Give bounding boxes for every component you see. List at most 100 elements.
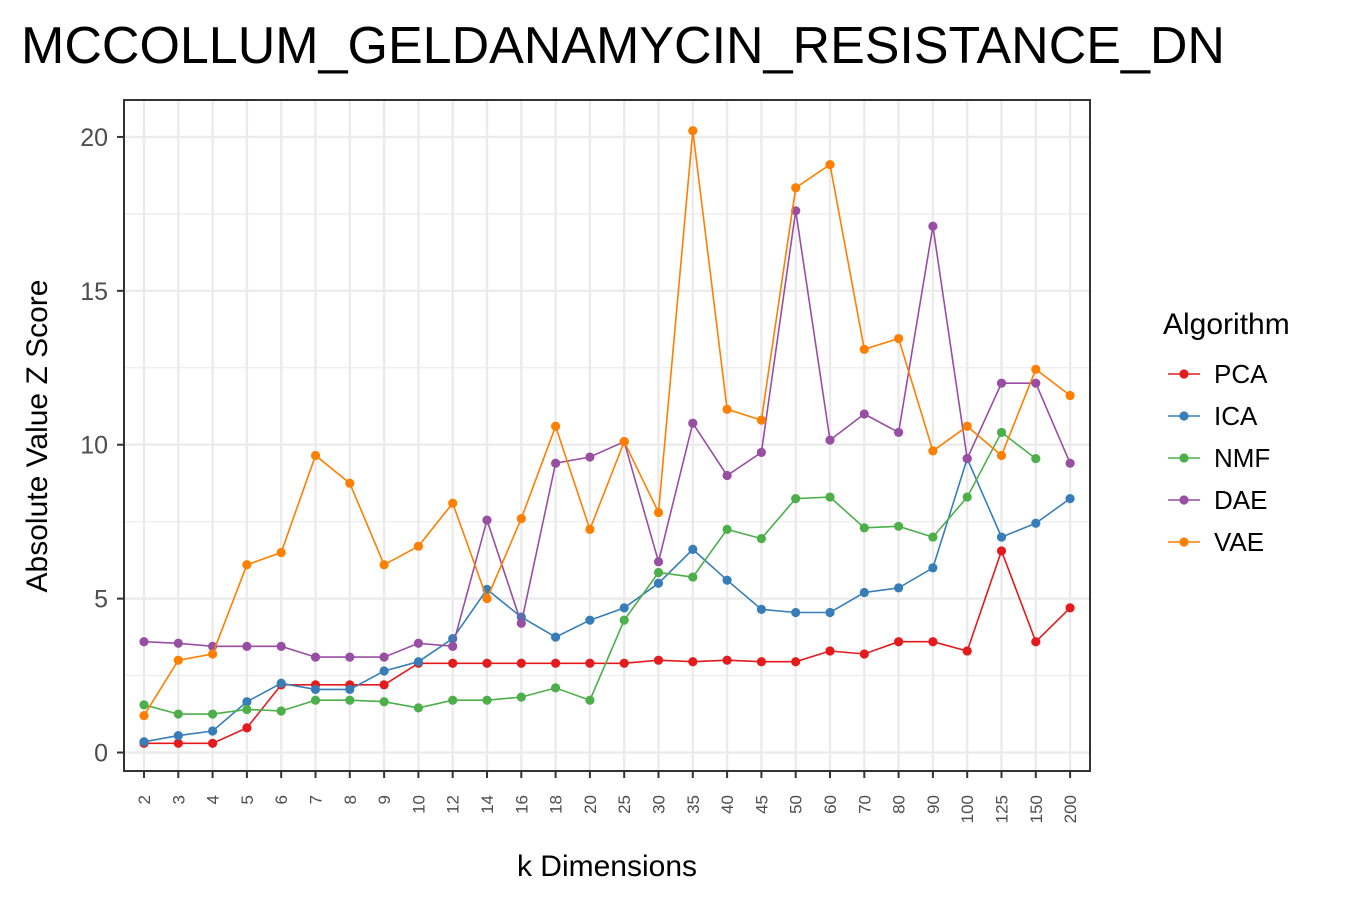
data-point-ica (653, 578, 664, 588)
legend-item-nmf: NMF (1168, 443, 1270, 473)
data-point-dae (448, 641, 458, 651)
data-point-dae (345, 652, 355, 662)
x-tick-label: 125 (993, 795, 1012, 823)
data-point-vae (345, 478, 355, 488)
data-point-dae (962, 453, 972, 464)
data-point-nmf (379, 697, 389, 707)
data-point-ica (276, 678, 286, 688)
data-point-dae (1031, 378, 1041, 388)
x-tick-label: 18 (547, 795, 566, 814)
legend-label: VAE (1214, 527, 1264, 557)
data-point-nmf (139, 700, 149, 710)
data-point-pca (1031, 637, 1041, 647)
data-point-nmf (791, 493, 801, 504)
x-tick-label: 12 (444, 795, 463, 814)
data-point-ica (619, 603, 629, 613)
data-point-ica (413, 657, 423, 667)
legend-label: DAE (1214, 485, 1267, 515)
data-point-nmf (551, 683, 561, 693)
data-point-vae (962, 421, 972, 431)
data-point-vae (996, 450, 1007, 461)
data-point-pca (996, 546, 1007, 556)
legend: Algorithm PCA ICA NMF DAE VAE (1163, 308, 1290, 557)
data-point-vae (1065, 390, 1075, 401)
x-axis-title: k Dimensions (517, 850, 697, 883)
x-tick-label: 70 (855, 795, 874, 814)
data-point-nmf (482, 695, 492, 705)
data-point-nmf (653, 567, 664, 578)
x-tick-label: 200 (1061, 795, 1080, 823)
data-point-dae (551, 458, 561, 468)
x-tick-label: 3 (169, 795, 188, 804)
legend-item-pca: PCA (1168, 359, 1268, 389)
data-point-nmf (996, 427, 1007, 438)
x-tick-label: 16 (512, 795, 531, 814)
data-point-dae (242, 641, 252, 651)
data-point-vae (173, 655, 183, 665)
data-point-ica (208, 726, 218, 736)
data-point-ica (825, 607, 835, 618)
y-tick-label: 5 (94, 586, 108, 614)
data-point-pca (791, 657, 801, 667)
data-point-dae (688, 418, 698, 428)
x-tick-label: 50 (787, 795, 806, 814)
data-point-vae (859, 344, 869, 354)
data-point-nmf (722, 524, 732, 534)
data-point-nmf (345, 695, 355, 705)
data-point-nmf (1031, 453, 1041, 464)
data-point-ica (173, 731, 183, 741)
x-tick-label: 2 (135, 795, 154, 804)
y-tick-label: 0 (94, 740, 108, 768)
data-point-vae (585, 524, 595, 534)
data-point-vae (516, 514, 526, 524)
data-point-vae (722, 404, 732, 414)
x-tick-label: 150 (1027, 795, 1046, 823)
x-tick-label: 20 (581, 795, 600, 814)
data-point-ica (139, 737, 149, 747)
data-point-pca (379, 680, 389, 690)
data-point-pca (173, 738, 183, 748)
data-point-vae (208, 649, 218, 659)
data-point-dae (1065, 458, 1075, 468)
legend-key-point (1179, 537, 1189, 547)
data-point-nmf (688, 572, 698, 582)
data-point-ica (859, 587, 869, 598)
data-point-vae (551, 421, 561, 431)
legend-key-point (1179, 369, 1189, 379)
chart-title: MCCOLLUM_GELDANAMYCIN_RESISTANCE_DN (21, 17, 1225, 75)
data-point-vae (276, 547, 286, 558)
data-point-dae (722, 470, 732, 481)
data-point-pca (894, 637, 904, 647)
series-line-dae (143, 210, 1071, 658)
data-point-dae (139, 637, 149, 647)
data-point-dae (310, 652, 321, 662)
series-line-pca (144, 548, 1071, 745)
data-point-ica (894, 583, 904, 593)
data-point-pca (242, 723, 252, 733)
data-point-ica (791, 607, 801, 618)
x-tick-label: 90 (924, 795, 943, 814)
data-point-vae (688, 126, 698, 136)
series-nmf (139, 427, 1041, 719)
x-tick-label: 5 (238, 795, 257, 804)
legend-title: Algorithm (1163, 308, 1290, 341)
data-point-nmf (413, 703, 423, 713)
data-point-dae (756, 447, 767, 458)
y-tick-label: 15 (80, 278, 108, 306)
data-point-nmf (825, 492, 835, 502)
data-point-pca (482, 658, 492, 668)
series-line-vae (143, 130, 1071, 717)
data-point-vae (894, 333, 904, 344)
data-point-pca (448, 658, 458, 668)
data-point-vae (379, 560, 389, 570)
plot-border (123, 99, 1091, 772)
data-point-vae (1031, 364, 1041, 374)
x-tick-label: 40 (718, 795, 737, 814)
data-point-vae (653, 507, 664, 518)
x-tick-label: 9 (375, 795, 394, 804)
data-point-ica (1031, 518, 1041, 528)
legend-key-point (1179, 453, 1189, 463)
data-point-ica (242, 697, 252, 707)
